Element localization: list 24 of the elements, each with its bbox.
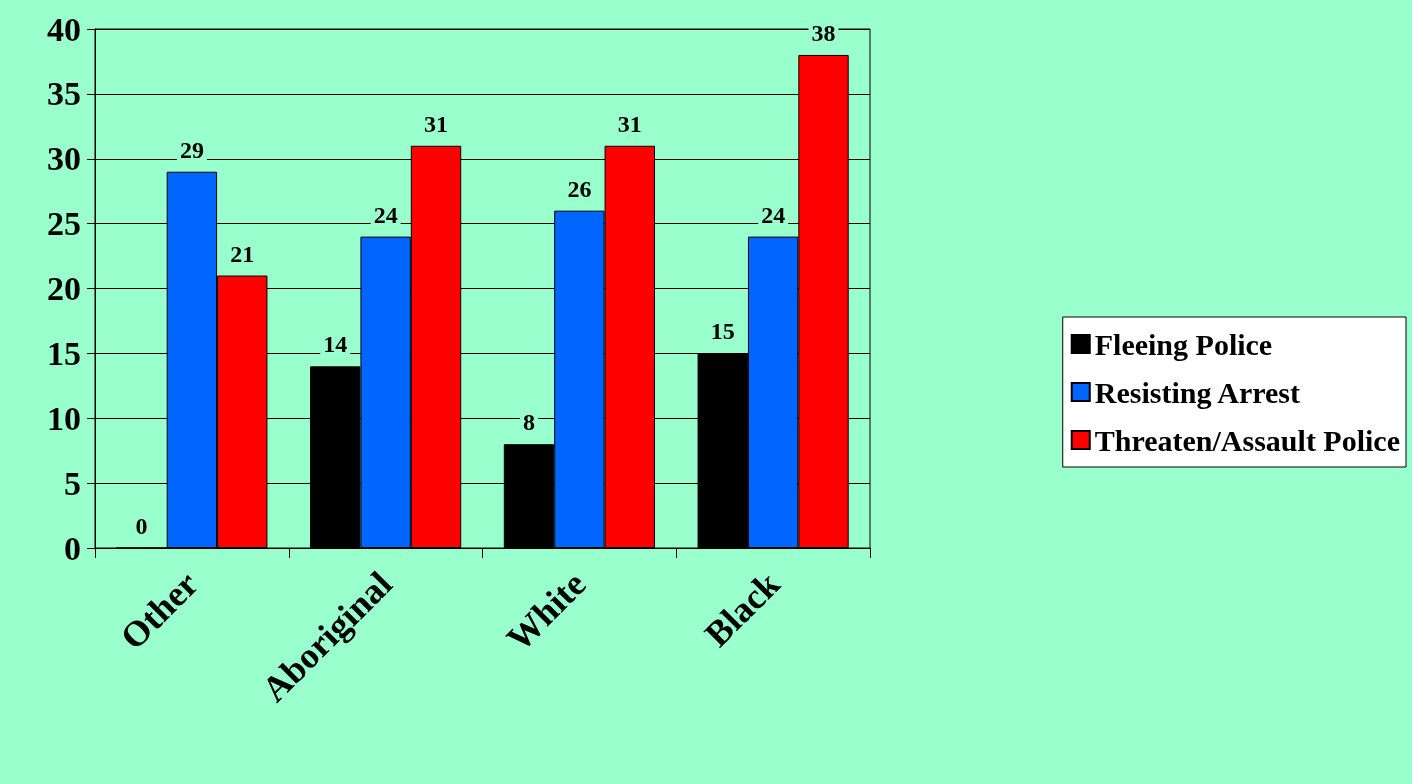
data-label: 14 bbox=[323, 331, 348, 358]
y-tick-label: 40 bbox=[47, 10, 81, 48]
y-tick-label: 20 bbox=[47, 270, 81, 307]
data-label: 21 bbox=[230, 240, 255, 267]
data-label: 24 bbox=[761, 201, 786, 228]
data-label: 31 bbox=[617, 110, 642, 137]
y-tick-label: 35 bbox=[47, 75, 81, 113]
data-label: 31 bbox=[424, 110, 448, 137]
data-label: 0 bbox=[135, 512, 148, 539]
y-tick-label: 15 bbox=[47, 334, 81, 372]
y-tick-label: 0 bbox=[64, 529, 81, 567]
data-label: 29 bbox=[179, 136, 204, 163]
y-tick-label: 30 bbox=[47, 140, 81, 178]
data-label: 24 bbox=[373, 201, 398, 228]
data-label: 38 bbox=[811, 19, 836, 46]
y-tick-label: 25 bbox=[47, 205, 81, 243]
data-label: 8 bbox=[523, 409, 535, 436]
data-label: 15 bbox=[710, 318, 735, 345]
legend-label: Fleeing Police bbox=[1094, 327, 1273, 361]
legend-label: Resisting Arrest bbox=[1094, 375, 1301, 409]
y-tick-label: 5 bbox=[64, 464, 81, 502]
y-tick-label: 10 bbox=[47, 399, 81, 437]
legend-label: Threaten/Assault Police bbox=[1094, 423, 1401, 457]
data-label: 26 bbox=[567, 175, 592, 202]
